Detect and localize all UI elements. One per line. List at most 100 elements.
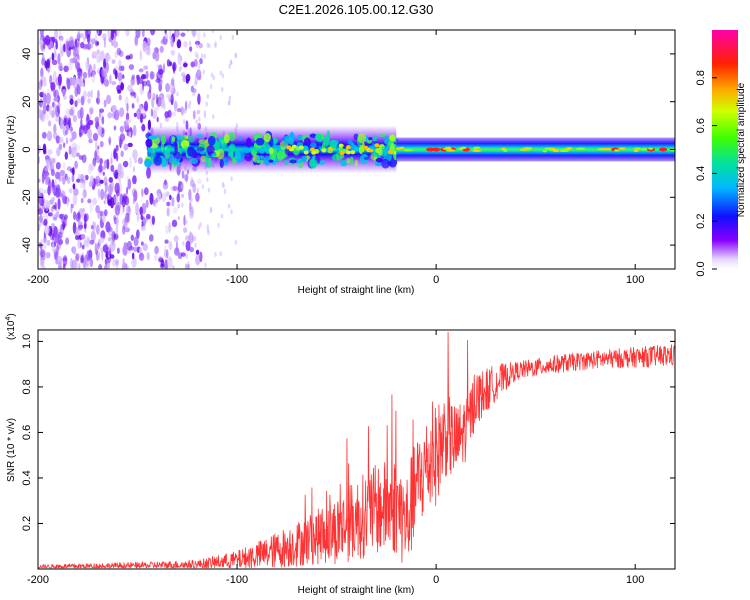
colorbar-tick-label: 0.6 bbox=[695, 118, 707, 133]
noise-blob bbox=[59, 30, 62, 38]
noise-blob bbox=[185, 219, 188, 225]
noise-blob bbox=[118, 178, 121, 186]
noise-blob bbox=[38, 108, 43, 120]
noise-blob bbox=[45, 201, 51, 206]
noise-blob bbox=[69, 137, 74, 143]
noise-blob bbox=[116, 201, 121, 212]
noise-blob bbox=[111, 80, 117, 86]
noise-blob bbox=[198, 63, 201, 69]
noise-blob bbox=[96, 30, 100, 36]
x-tick-label: 0 bbox=[433, 274, 439, 286]
noise-blob bbox=[123, 263, 129, 269]
band-blob bbox=[282, 135, 292, 143]
noise-blob bbox=[58, 176, 62, 182]
noise-blob bbox=[131, 74, 136, 80]
noise-blob bbox=[115, 258, 119, 266]
noise-blob bbox=[38, 178, 41, 183]
noise-blob bbox=[105, 94, 112, 105]
noise-blob bbox=[143, 65, 149, 70]
noise-blob bbox=[165, 82, 170, 93]
signal-peak bbox=[618, 147, 626, 150]
noise-blob bbox=[166, 93, 172, 99]
noise-blob bbox=[66, 176, 71, 184]
band-blob bbox=[180, 139, 190, 149]
band-blob bbox=[332, 140, 339, 146]
noise-blob bbox=[83, 222, 87, 230]
noise-blob bbox=[124, 216, 128, 224]
noise-blob bbox=[55, 162, 61, 170]
noise-blob bbox=[62, 257, 68, 262]
snr-panel: -200 -100 0 100 0.2 0.4 0.6 0.8 1.0 Height of s… bbox=[5, 313, 676, 596]
y-tick-label: 0.6 bbox=[21, 425, 33, 440]
noise-blob bbox=[77, 67, 83, 73]
noise-blob bbox=[71, 174, 75, 183]
noise-blob bbox=[38, 39, 44, 46]
noise-blob bbox=[190, 86, 194, 92]
noise-blob bbox=[77, 85, 81, 95]
snr-y-axis-label: SNR (10 * v/v) bbox=[6, 418, 17, 482]
noise-blob bbox=[105, 257, 108, 268]
noise-blob bbox=[166, 58, 171, 67]
band-blob bbox=[354, 159, 359, 169]
band-peak bbox=[339, 150, 345, 155]
noise-blob bbox=[41, 53, 45, 65]
noise-blob bbox=[55, 211, 60, 218]
noise-blob bbox=[103, 200, 106, 205]
noise-blob bbox=[145, 199, 149, 208]
band-blob bbox=[216, 149, 225, 160]
noise-blob bbox=[111, 40, 114, 47]
noise-blob bbox=[75, 178, 81, 183]
noise-blob bbox=[183, 214, 186, 227]
noise-blob bbox=[90, 89, 93, 99]
noise-blob bbox=[81, 154, 87, 164]
noise-blob bbox=[96, 224, 100, 235]
noise-blob bbox=[39, 109, 44, 121]
colorbar-label: Normalized spectral amplitude bbox=[736, 82, 747, 217]
band-blob bbox=[189, 158, 199, 165]
noise-blob bbox=[210, 72, 214, 78]
noise-blob bbox=[94, 150, 98, 161]
noise-blob bbox=[164, 179, 167, 186]
colorbar-tick-label: 0.4 bbox=[695, 166, 707, 181]
noise-blob bbox=[173, 235, 179, 242]
noise-blob bbox=[63, 65, 69, 73]
noise-blob bbox=[46, 130, 53, 142]
noise-blob bbox=[190, 205, 194, 216]
noise-blob bbox=[43, 265, 46, 269]
noise-blob bbox=[149, 192, 154, 205]
noise-blob bbox=[136, 75, 140, 86]
noise-blob bbox=[61, 213, 65, 226]
noise-blob bbox=[166, 207, 170, 217]
noise-blob bbox=[189, 231, 192, 237]
noise-blob bbox=[197, 30, 201, 42]
noise-blob bbox=[42, 143, 47, 155]
noise-blob bbox=[197, 93, 201, 105]
band-blob bbox=[174, 143, 178, 155]
noise-blob bbox=[45, 92, 51, 105]
noise-blob bbox=[158, 83, 163, 92]
noise-blob bbox=[137, 157, 143, 165]
noise-blob bbox=[96, 212, 101, 220]
noise-blob bbox=[55, 190, 61, 198]
noise-blob bbox=[101, 116, 105, 125]
noise-blob bbox=[153, 106, 159, 112]
noise-blob bbox=[172, 206, 178, 214]
noise-blob bbox=[48, 178, 52, 191]
band-blob bbox=[268, 147, 274, 155]
noise-blob bbox=[103, 99, 107, 108]
noise-blob bbox=[44, 167, 48, 172]
noise-blob bbox=[68, 187, 73, 194]
noise-blob bbox=[89, 44, 94, 49]
noise-blob bbox=[51, 52, 55, 61]
noise-blob bbox=[156, 116, 159, 123]
noise-blob bbox=[77, 211, 81, 220]
noise-blob bbox=[219, 70, 222, 76]
noise-blob bbox=[156, 192, 162, 202]
noise-blob bbox=[206, 93, 210, 99]
band-blob bbox=[238, 136, 243, 141]
noise-blob bbox=[154, 245, 159, 255]
noise-blob bbox=[84, 43, 91, 50]
noise-blob bbox=[88, 138, 93, 144]
noise-blob bbox=[81, 210, 85, 222]
band-blob bbox=[384, 135, 388, 140]
